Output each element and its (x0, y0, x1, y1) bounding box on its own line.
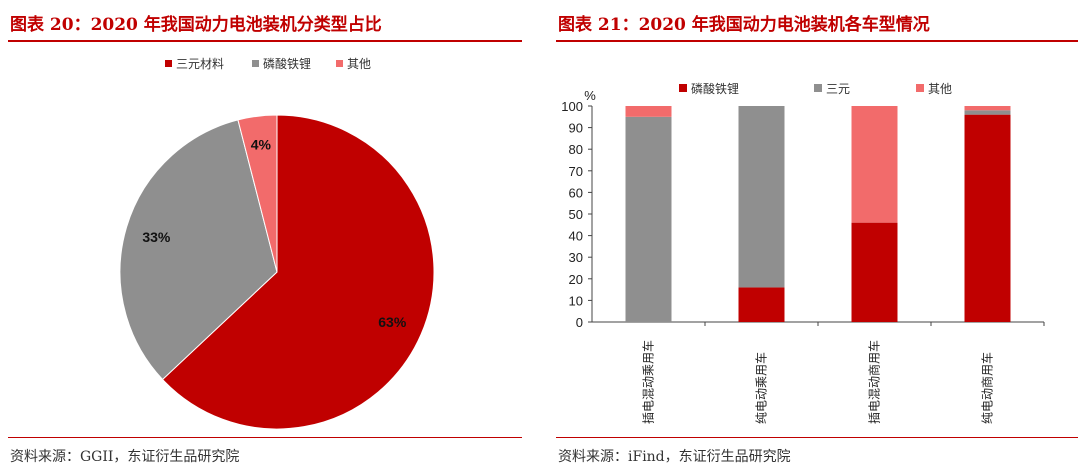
pie-title-rule (8, 40, 522, 42)
y-tick-label-9: 90 (569, 121, 583, 136)
pie-data-label-3: 4% (251, 136, 272, 152)
pie-chart-panel: 图表 20：2020 年我国动力电池装机分类型占比 三元材料 磷酸铁锂 其他 63%… (0, 0, 524, 472)
pie-slice-3 (237, 114, 278, 273)
bar-axes: 0 10 20 30 40 50 60 70 80 90 100% (561, 88, 1045, 330)
y-tick-label-2: 20 (569, 272, 583, 287)
pie-legend-swatch-1 (165, 60, 172, 67)
pie-data-label-1: 63% (378, 314, 407, 330)
bar-marks (625, 106, 1011, 322)
bar-legend-swatch-1 (679, 84, 687, 92)
pie-legend-label-2: 磷酸铁锂 (263, 56, 311, 71)
pie-figure-title: 图表 20：2020 年我国动力电池装机分类型占比 (10, 15, 382, 35)
pie-legend-label-3: 其他 (347, 57, 371, 71)
bar-category-labels: 插电混动乘用车 纯电动乘用车 插电混动商用车 纯电动商用车 (641, 340, 995, 424)
bar-source-rule (556, 437, 1078, 438)
y-axis-unit-label: % (584, 88, 596, 103)
bar-legend-swatch-2 (814, 84, 822, 92)
pie-legend-label-1: 三元材料 (176, 57, 224, 71)
bar-legend-swatch-3 (916, 84, 924, 92)
bar-segment-1-2 (625, 116, 672, 322)
y-tick-label-8: 80 (569, 142, 583, 157)
bar-figure-title: 图表 21：2020 年我国动力电池装机各车型情况 (558, 15, 930, 35)
x-category-label-2: 纯电动乘用车 (754, 352, 769, 424)
x-category-label-4: 纯电动商用车 (980, 352, 995, 424)
pie-legend: 三元材料 磷酸铁锂 其他 (165, 56, 371, 71)
pie-slices (119, 114, 435, 430)
bar-segment-3-3 (851, 106, 898, 223)
bar-chart-panel: 图表 21：2020 年我国动力电池装机各车型情况 磷酸铁锂 三元 其他 0 10 20… (548, 0, 1080, 472)
bar-segment-2-1 (738, 287, 785, 322)
pie-legend-swatch-3 (336, 60, 343, 67)
pie-legend-swatch-2 (252, 60, 259, 67)
pie-labels: 63% 33% 4% (142, 136, 406, 330)
bar-source-note: 资料来源：iFind，东证衍生品研究院 (558, 449, 791, 465)
bar-legend-label-1: 磷酸铁锂 (691, 81, 739, 96)
bar-segment-4-3 (964, 106, 1011, 111)
y-tick-label-3: 30 (569, 250, 583, 265)
bar-segment-3-1 (851, 222, 898, 322)
pie-source-note: 资料来源：GGII，东证衍生品研究院 (10, 449, 240, 465)
pie-slice-2 (119, 119, 278, 381)
y-tick-label-4: 40 (569, 229, 583, 244)
pie-source-rule (8, 437, 522, 438)
bar-segment-1-3 (625, 106, 672, 117)
x-category-label-3: 插电混动商用车 (867, 340, 882, 424)
bar-legend-label-2: 三元 (826, 82, 850, 96)
y-tick-label-10: 100 (561, 99, 583, 114)
pie-slice-1 (161, 114, 435, 430)
y-tick-label-6: 60 (569, 185, 583, 200)
bar-segment-2-2 (738, 106, 785, 288)
y-tick-label-7: 70 (569, 164, 583, 179)
y-tick-label-5: 50 (569, 207, 583, 222)
pie-chart: 三元材料 磷酸铁锂 其他 63% 33% 4% (119, 56, 435, 430)
bar-legend-label-3: 其他 (928, 82, 952, 96)
y-tick-label-1: 10 (569, 293, 583, 308)
bar-segment-4-2 (964, 110, 1011, 115)
pie-data-label-2: 33% (142, 229, 171, 245)
stacked-bar-chart: 磷酸铁锂 三元 其他 0 10 20 30 40 50 60 70 80 90 100% 插电混动乘用车… (561, 81, 1045, 424)
bar-title-rule (556, 40, 1078, 42)
y-tick-label-0: 0 (576, 315, 583, 330)
x-category-label-1: 插电混动乘用车 (641, 340, 656, 424)
bar-legend: 磷酸铁锂 三元 其他 (679, 81, 952, 96)
bar-segment-4-1 (964, 114, 1011, 322)
